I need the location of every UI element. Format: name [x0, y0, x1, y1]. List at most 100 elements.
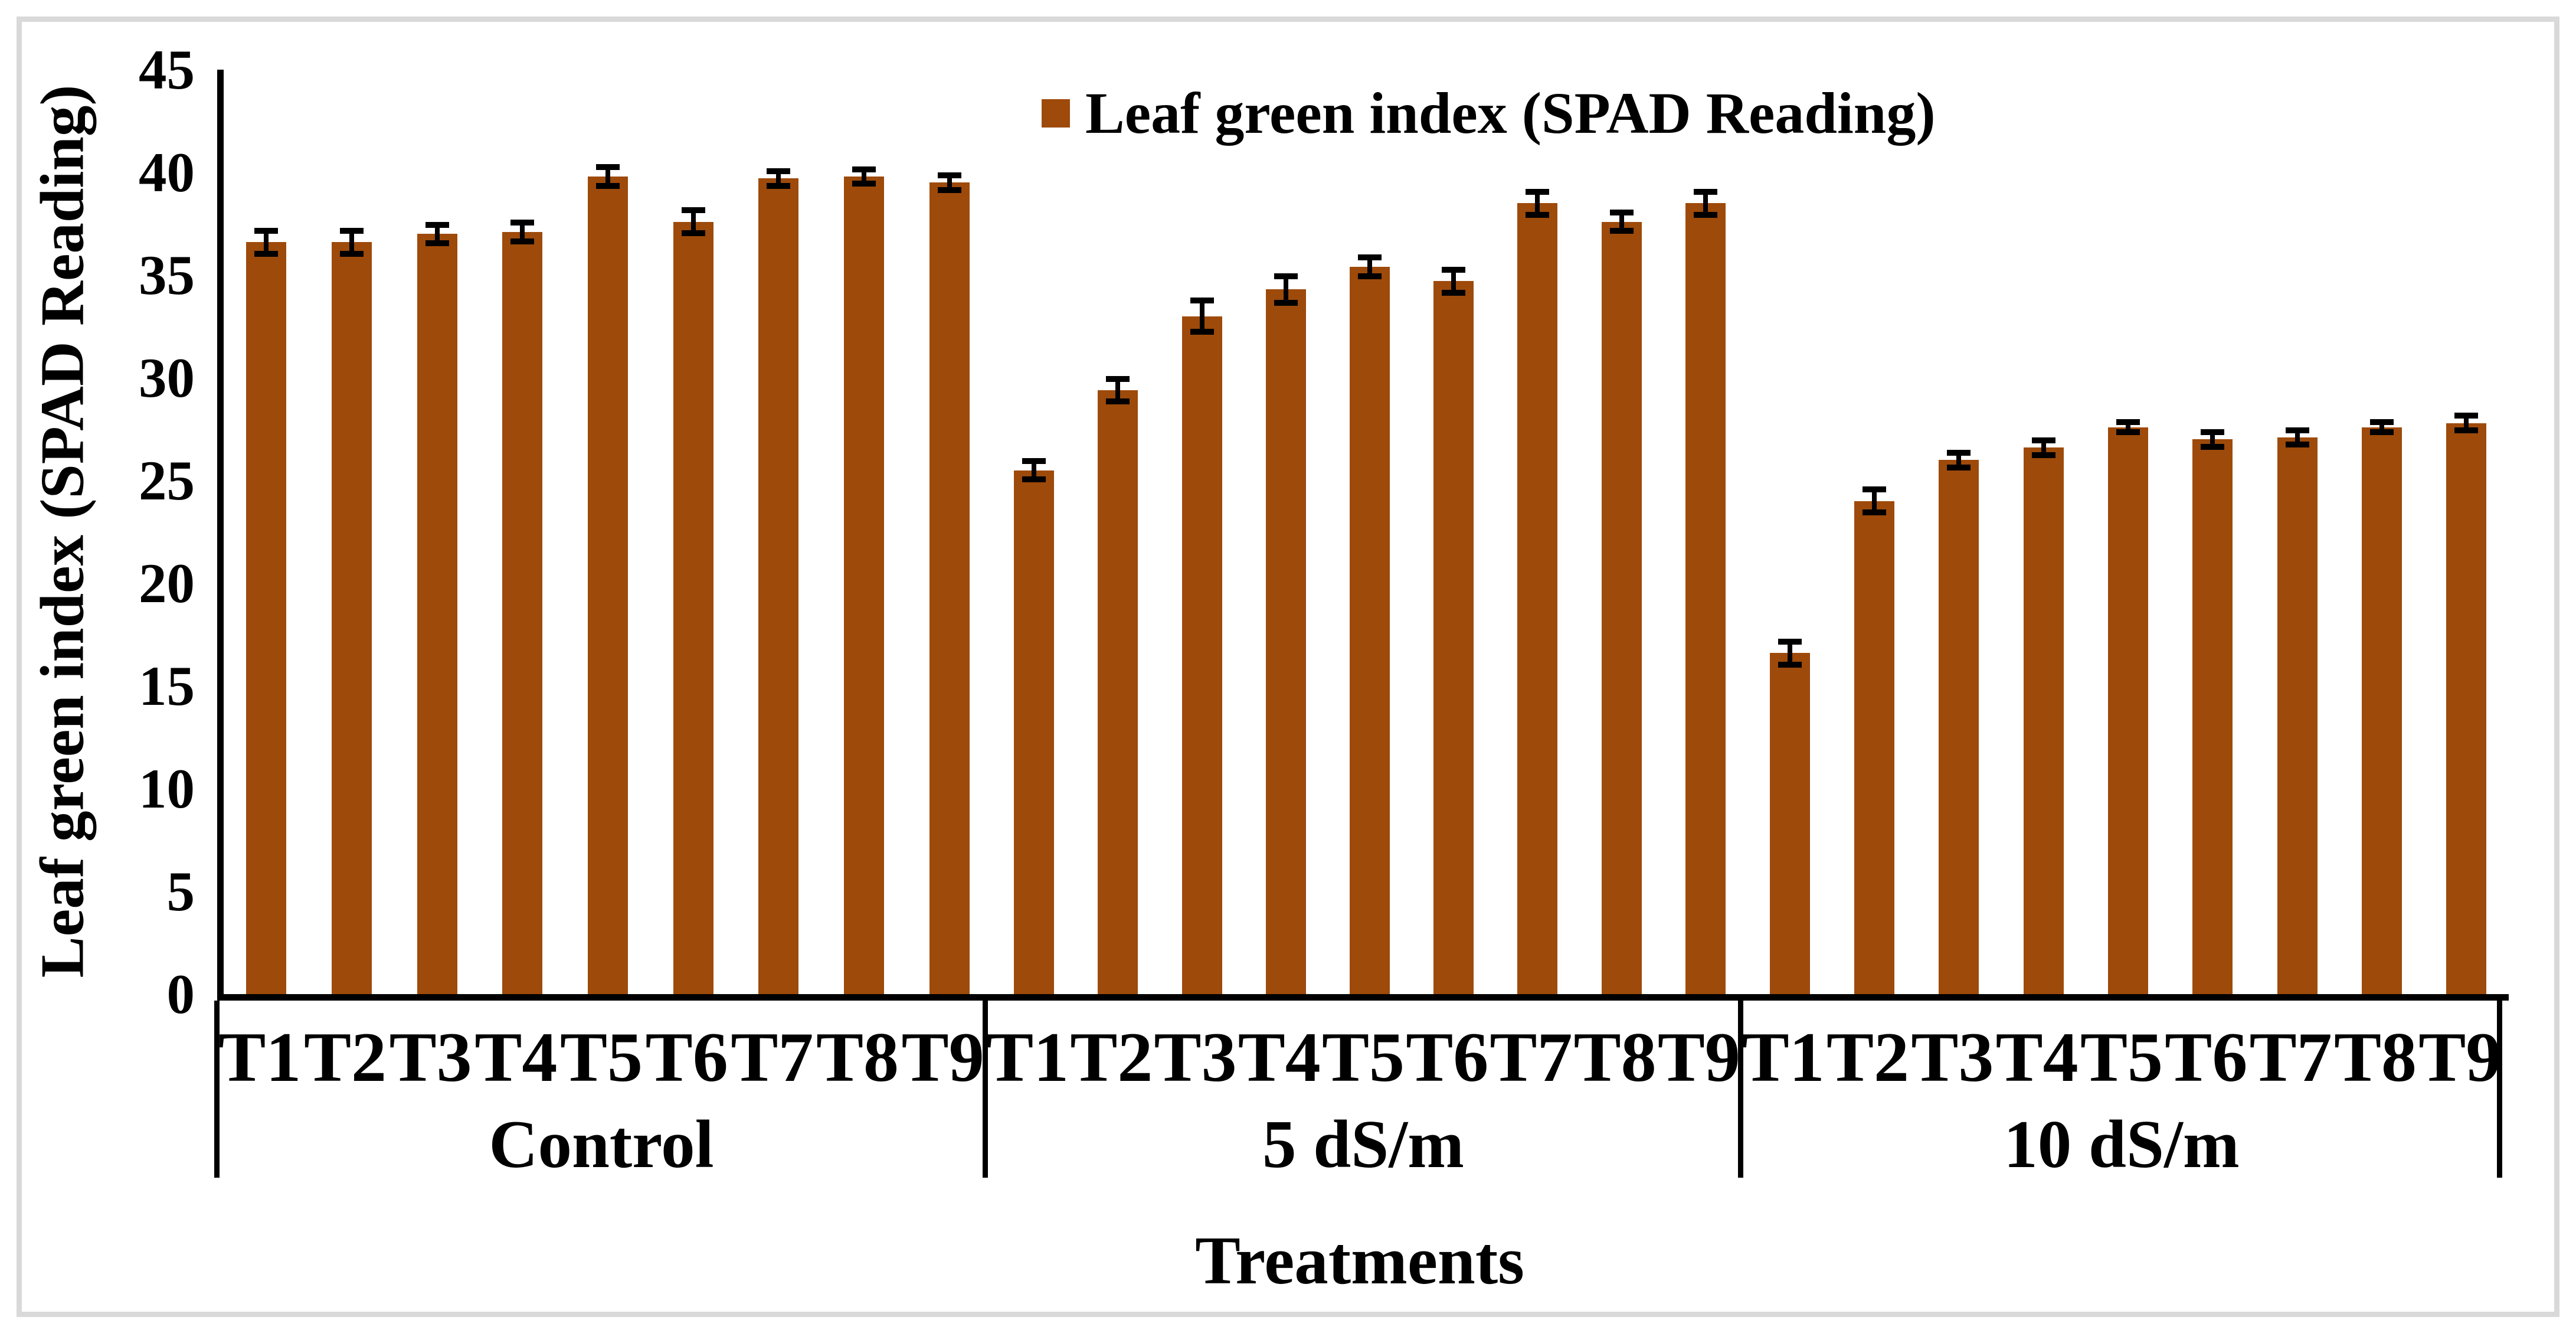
error-bar	[1778, 638, 1802, 668]
bar-slot	[224, 70, 309, 994]
error-bar-cap-bottom	[1274, 300, 1298, 306]
category-label-row: T1 T2 T3 T4 T5 T6 T7 T8 T9	[217, 1022, 986, 1093]
error-bar-cap-bottom	[681, 230, 705, 236]
error-bar-cap-top	[254, 227, 279, 234]
error-bar	[1022, 458, 1046, 483]
error-bar	[1442, 267, 1466, 296]
error-bar-line	[862, 166, 867, 187]
error-bar-cap-top	[937, 172, 961, 179]
x-tick-label: T4	[1995, 1018, 2079, 1096]
x-tick-label: T2	[1070, 1018, 1153, 1096]
error-bar-line	[1703, 188, 1708, 218]
x-tick-label: T9	[1657, 1018, 1740, 1096]
error-bar-cap-top	[1442, 267, 1466, 273]
x-tick-label: T8	[1573, 1018, 1657, 1096]
error-bar-cap-bottom	[1947, 464, 1971, 470]
bar-slot	[1160, 70, 1243, 994]
bar-slot	[2424, 70, 2509, 994]
error-bar	[1526, 188, 1550, 218]
error-bar-cap-bottom	[1357, 273, 1382, 279]
bar-10-ds/m-T9	[2446, 423, 2487, 994]
bar-10-ds/m-T5	[2107, 427, 2148, 994]
error-bar-cap-top	[1609, 209, 1634, 215]
x-tick-label: T3	[389, 1018, 472, 1096]
bar-slot	[1328, 70, 1412, 994]
error-bar-cap-bottom	[254, 250, 279, 257]
x-tick-label: T8	[816, 1018, 899, 1096]
error-bar	[1357, 254, 1382, 279]
x-axis-title: Treatments	[1195, 1223, 1524, 1298]
group-label-cell: 10 dS/m	[1741, 1110, 2502, 1178]
bar-10-ds/m-T7	[2277, 437, 2318, 994]
error-bar	[2454, 413, 2479, 433]
error-bar-line	[2294, 427, 2300, 448]
error-bar-cap-top	[2031, 437, 2055, 443]
error-bar-cap-top	[1778, 638, 1802, 645]
bar-10-ds/m-T3	[1939, 460, 1979, 994]
error-bar	[852, 166, 876, 187]
y-tick-label: 15	[139, 655, 195, 717]
error-bar-cap-bottom	[1190, 328, 1214, 335]
error-bar-cap-top	[2285, 427, 2309, 433]
x-tick-label: T7	[2249, 1018, 2332, 1096]
error-bar-cap-top	[425, 221, 449, 228]
bar-5-ds/m-T6	[1433, 281, 1474, 994]
error-bar-cap-top	[852, 166, 876, 172]
error-bar	[340, 227, 364, 257]
error-bar-line	[2464, 413, 2469, 433]
bar-10-ds/m-T4	[2023, 447, 2064, 994]
error-bar	[937, 172, 961, 193]
error-bar	[767, 168, 791, 189]
x-tick-label: T1	[218, 1018, 302, 1096]
error-bar-cap-bottom	[2116, 429, 2140, 436]
y-tick-label: 30	[139, 347, 195, 409]
bar-slot	[394, 70, 480, 994]
bar-5-ds/m-T3	[1181, 316, 1222, 994]
legend-label: Leaf green index (SPAD Reading)	[1085, 80, 1936, 146]
error-bar	[254, 227, 279, 257]
bar-slot	[309, 70, 395, 994]
bar-control-T3	[417, 234, 457, 994]
error-bar-cap-top	[510, 220, 535, 226]
bar-slot	[1495, 70, 1579, 994]
error-bar-line	[2379, 419, 2384, 436]
category-label-row: T1 T2 T3 T4 T5 T6 T7 T8 T9	[1741, 1022, 2502, 1093]
x-tick-label: T5	[1321, 1018, 1405, 1096]
bar-slot	[821, 70, 907, 994]
group-label-control: Control	[489, 1106, 714, 1182]
bar-5-ds/m-T2	[1098, 390, 1138, 994]
bar-group-5-ds/m	[992, 70, 1747, 994]
bar-slot	[2001, 70, 2086, 994]
error-bar	[1947, 449, 1971, 470]
category-separator	[2497, 1001, 2502, 1178]
x-tick-label: T5	[2080, 1018, 2163, 1096]
x-tick-label: T1	[986, 1018, 1069, 1096]
error-bar-cap-bottom	[1526, 211, 1550, 218]
error-bar-cap-bottom	[1609, 228, 1634, 234]
error-bar-cap-bottom	[937, 187, 961, 193]
group-label-cell: 5 dS/m	[986, 1110, 1741, 1178]
x-tick-label: T6	[645, 1018, 728, 1096]
bar-slot	[1832, 70, 1916, 994]
error-bar-cap-top	[1862, 486, 1886, 493]
bar-5-ds/m-T7	[1517, 203, 1558, 994]
error-bar-cap-top	[340, 227, 364, 234]
bar-slot	[2086, 70, 2170, 994]
category-separator	[214, 1001, 220, 1178]
bar-5-ds/m-T9	[1685, 203, 1726, 994]
error-bar-cap-top	[1947, 449, 1971, 456]
bar-slot	[1412, 70, 1495, 994]
error-bar-line	[1367, 254, 1372, 279]
error-bar-cap-bottom	[767, 182, 791, 189]
error-bar-cap-top	[596, 164, 620, 171]
error-bar	[1862, 486, 1886, 516]
bar-10-ds/m-T2	[1854, 501, 1894, 994]
bar-control-T1	[246, 242, 287, 994]
bar-slot	[1917, 70, 2001, 994]
bar-10-ds/m-T1	[1769, 653, 1810, 994]
x-tick-label: T1	[1742, 1018, 1825, 1096]
group-label-10dsm: 10 dS/m	[2004, 1106, 2240, 1182]
error-bar-cap-top	[1190, 298, 1214, 304]
error-bar-cap-top	[1357, 254, 1382, 261]
